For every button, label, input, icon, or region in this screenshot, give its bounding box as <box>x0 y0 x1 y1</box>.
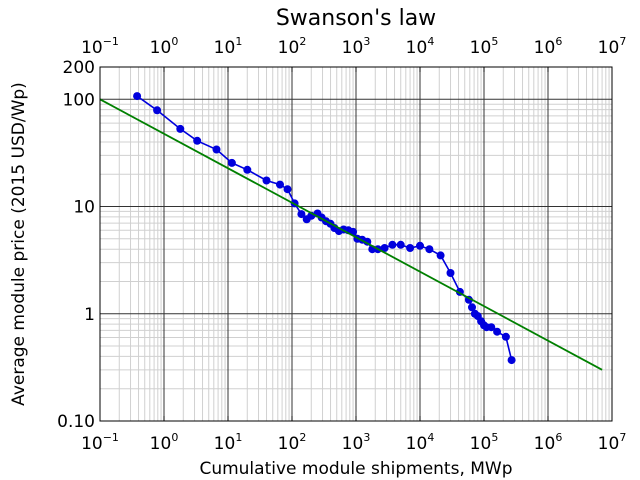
y-tick-label: 100 <box>63 90 95 110</box>
data-point <box>446 269 455 277</box>
x-axis-top-ticks: 10−1 100 101 102 103 104 105 106 107 <box>81 35 626 72</box>
data-point <box>468 303 476 312</box>
x-tick-label-top: 107 <box>598 35 627 58</box>
data-point <box>388 240 397 249</box>
y-tick-label: 10 <box>73 198 95 218</box>
data-point <box>283 185 292 194</box>
x-tick-label-top: 106 <box>534 35 563 58</box>
y-tick-label: 0.10 <box>57 412 95 432</box>
data-point <box>193 136 202 145</box>
x-tick-label-top: 104 <box>406 35 435 58</box>
data-point <box>416 241 424 250</box>
x-tick-label-bottom: 105 <box>470 431 499 454</box>
y-axis-label: Average module price (2015 USD/Wp) <box>9 82 29 406</box>
data-point <box>227 158 236 167</box>
x-tick-label-top: 102 <box>278 35 307 58</box>
chart-title: Swanson's law <box>276 6 436 31</box>
x-tick-label-top: 101 <box>214 35 243 58</box>
data-point <box>501 332 510 341</box>
trend-line <box>99 98 603 371</box>
x-tick-label-bottom: 101 <box>214 431 243 454</box>
y-tick-label: 200 <box>63 58 95 78</box>
data-point <box>297 210 306 219</box>
series-layer <box>99 92 603 371</box>
data-point <box>436 251 445 260</box>
data-point <box>212 145 221 154</box>
data-point <box>276 180 284 189</box>
x-tick-label-bottom: 107 <box>598 431 627 454</box>
x-tick-label-bottom: 100 <box>150 431 179 454</box>
y-tick-label: 1 <box>84 305 95 325</box>
data-point <box>176 124 185 133</box>
x-tick-label-bottom: 102 <box>278 431 307 454</box>
x-tick-label-top: 103 <box>342 35 371 58</box>
x-axis-bottom-ticks: 10−1 100 101 102 103 104 105 106 107 <box>81 416 626 454</box>
x-tick-label-top: 100 <box>150 35 179 58</box>
x-tick-label-top: 105 <box>470 35 499 58</box>
x-tick-label-bottom: 104 <box>406 431 435 454</box>
data-point <box>133 92 142 101</box>
data-point <box>380 244 389 252</box>
x-tick-label-bottom: 106 <box>534 431 563 454</box>
data-point <box>493 327 502 336</box>
y-axis-ticks: 0.10 1 10 100 200 <box>57 58 95 432</box>
data-point <box>262 176 271 185</box>
x-tick-label-bottom: 103 <box>342 431 371 454</box>
x-axis-label: Cumulative module shipments, MWp <box>199 459 512 479</box>
data-point <box>487 323 496 332</box>
data-point <box>243 165 252 174</box>
data-point <box>507 356 516 365</box>
data-point <box>425 245 434 254</box>
data-point <box>153 106 162 115</box>
data-point <box>396 240 405 249</box>
data-point <box>406 244 415 252</box>
